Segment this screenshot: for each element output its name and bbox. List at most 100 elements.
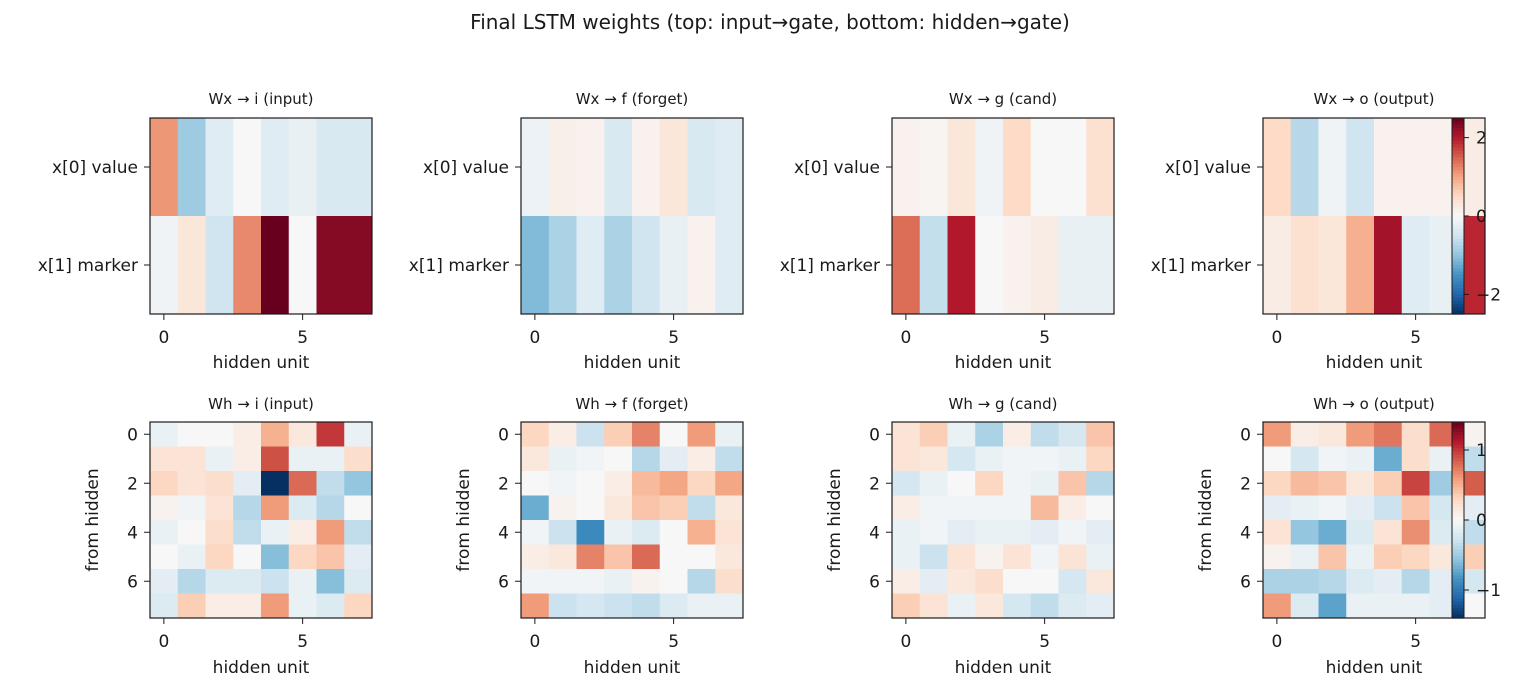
heatmap-cell bbox=[604, 118, 633, 217]
heatmap-cell bbox=[233, 569, 262, 594]
heatmap-cell bbox=[659, 446, 688, 472]
heatmap-cell bbox=[177, 520, 206, 545]
heatmap-cell bbox=[177, 569, 206, 594]
heatmap-cell bbox=[288, 593, 317, 619]
heatmap-cell bbox=[919, 446, 948, 472]
colorbar-segment bbox=[1452, 186, 1464, 191]
heatmap-cell bbox=[687, 216, 716, 315]
colorbar-segment bbox=[1452, 271, 1464, 276]
colorbar-segment bbox=[1452, 235, 1464, 240]
colorbar-segment bbox=[1452, 144, 1464, 148]
heatmap-cell bbox=[150, 593, 179, 619]
heatmap-cell bbox=[947, 544, 976, 570]
colorbar-segment bbox=[1452, 461, 1464, 466]
heatmap-cell bbox=[576, 471, 605, 496]
colorbar-tick-label: −2 bbox=[1476, 285, 1501, 305]
heatmap-cell bbox=[892, 569, 921, 594]
x-tick-label: 5 bbox=[297, 632, 308, 652]
heatmap-cell bbox=[1086, 446, 1115, 472]
heatmap-cell bbox=[316, 471, 345, 496]
heatmap-cell bbox=[288, 118, 317, 217]
colorbar-segment bbox=[1452, 598, 1464, 603]
colorbar-segment bbox=[1452, 310, 1464, 315]
heatmap-cell bbox=[687, 569, 716, 594]
colorbar-segment bbox=[1452, 565, 1464, 570]
heatmap-cell bbox=[205, 544, 234, 570]
y-tick-label: 0 bbox=[1240, 425, 1251, 445]
heatmap-cell bbox=[975, 495, 1004, 521]
heatmap-cell bbox=[233, 495, 262, 521]
colorbar-segment bbox=[1452, 614, 1464, 619]
heatmap-cell bbox=[150, 471, 179, 496]
heatmap-cell bbox=[1318, 520, 1347, 545]
heatmap-cell bbox=[975, 593, 1004, 619]
colorbar-segment bbox=[1452, 497, 1464, 501]
colorbar-segment bbox=[1452, 471, 1464, 475]
colorbar-segment bbox=[1452, 539, 1464, 544]
colorbar-segment bbox=[1452, 268, 1464, 273]
colorbar-segment bbox=[1452, 526, 1464, 531]
heatmap-cell bbox=[975, 520, 1004, 545]
colorbar-segment bbox=[1452, 464, 1464, 469]
heatmap-cell bbox=[233, 520, 262, 545]
heatmap-cell bbox=[1086, 495, 1115, 521]
heatmap-cell bbox=[1346, 422, 1375, 447]
y-tick-label: 2 bbox=[1240, 474, 1251, 494]
colorbar-segment bbox=[1452, 520, 1464, 524]
colorbar-segment bbox=[1452, 513, 1464, 518]
heatmap-cell bbox=[892, 216, 921, 315]
heatmap-cell bbox=[632, 593, 661, 619]
heatmap-cell bbox=[1086, 471, 1115, 496]
colorbar-segment bbox=[1452, 173, 1464, 178]
heatmap-cell bbox=[521, 216, 550, 315]
heatmap-cell bbox=[1058, 446, 1087, 472]
heatmap-cell bbox=[1030, 118, 1059, 217]
heatmap-cell bbox=[975, 544, 1004, 570]
heatmap-cell bbox=[150, 520, 179, 545]
heatmap-cell bbox=[1058, 118, 1087, 217]
colorbar-segment bbox=[1452, 549, 1464, 554]
heatmap-cell bbox=[1263, 520, 1292, 545]
colorbar-segment bbox=[1452, 281, 1464, 286]
colorbar-tick-label: 0 bbox=[1476, 207, 1487, 227]
y-axis-label: from hidden bbox=[1196, 468, 1216, 571]
colorbar-segment bbox=[1452, 222, 1464, 227]
heatmap-cell bbox=[919, 471, 948, 496]
x-axis-label: hidden unit bbox=[955, 353, 1052, 373]
heatmap-cell bbox=[261, 118, 290, 217]
x-tick-label: 0 bbox=[529, 328, 540, 348]
heatmap-cell bbox=[344, 520, 373, 545]
y-tick-label: x[0] value bbox=[52, 158, 138, 178]
heatmap-cell bbox=[1290, 446, 1319, 472]
heatmap-cell bbox=[892, 446, 921, 472]
x-tick-label: 5 bbox=[1039, 632, 1050, 652]
colorbar-segment bbox=[1452, 225, 1464, 230]
heatmap-cell bbox=[288, 569, 317, 594]
heatmap-cell bbox=[1263, 216, 1292, 315]
y-tick-label: x[0] value bbox=[1165, 158, 1251, 178]
colorbar-segment bbox=[1452, 529, 1464, 534]
colorbar-segment bbox=[1452, 428, 1464, 433]
heatmap-cell bbox=[1401, 593, 1430, 619]
colorbar-segment bbox=[1452, 284, 1464, 289]
heatmap-cell bbox=[919, 544, 948, 570]
heatmap-cell bbox=[177, 495, 206, 521]
heatmap-cell bbox=[316, 520, 345, 545]
x-axis-label: hidden unit bbox=[584, 658, 681, 678]
heatmap-cell bbox=[261, 520, 290, 545]
heatmap-cell bbox=[919, 118, 948, 217]
colorbar-segment bbox=[1452, 536, 1464, 541]
heatmap-cell bbox=[1374, 446, 1403, 472]
heatmap-cell bbox=[288, 422, 317, 447]
heatmap-cell bbox=[1263, 495, 1292, 521]
heatmap-cell bbox=[1003, 422, 1032, 447]
colorbar-segment bbox=[1452, 431, 1464, 436]
heatmap-cell bbox=[604, 544, 633, 570]
heatmap-cell bbox=[659, 593, 688, 619]
heatmap-cell bbox=[632, 544, 661, 570]
heatmap-cell bbox=[715, 118, 744, 217]
heatmap-cell bbox=[975, 216, 1004, 315]
heatmap-cell bbox=[548, 118, 577, 217]
heatmap-cell bbox=[975, 569, 1004, 594]
panel-title: Wh → i (input) bbox=[208, 395, 314, 413]
